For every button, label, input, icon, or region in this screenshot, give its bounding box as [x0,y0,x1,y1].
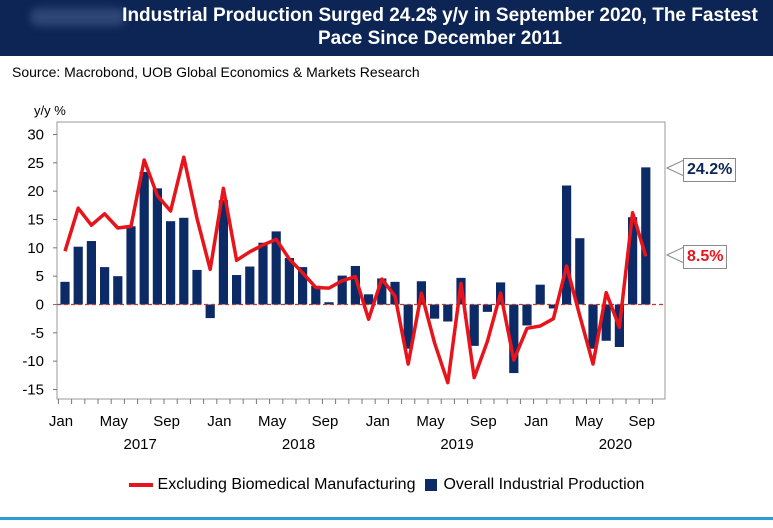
y-axis-label: y/y % [34,103,66,118]
legend-line-swatch [128,483,153,487]
legend-bar-swatch [425,479,438,491]
bar-overall [535,284,545,305]
x-tick-label: Jan [366,413,390,430]
bar-overall [284,258,294,305]
x-axis: Jan May Sep Jan May Sep Jan May Sep Jan May Sep 2017… [49,399,655,453]
x-tick-label: Sep [628,413,655,430]
bar-overall [548,304,558,309]
callout-overall-value: 24.2% [683,158,737,182]
bar-overall [205,304,215,319]
callout-excluding-value: 8.5% [683,245,728,269]
y-tick-label: 30 [27,127,44,144]
x-tick-label: May [575,413,604,430]
y-tick-label: 5 [36,268,44,285]
x-year-label: 2018 [282,436,315,453]
bar-overall [377,278,387,305]
x-tick-label: Sep [153,413,180,430]
x-tick-label: Jan [49,413,73,430]
x-year-label: 2019 [440,436,473,453]
x-tick-label: May [100,413,129,430]
bar-overall [601,304,611,341]
callout-pointer-excluding [665,246,685,264]
source-note: Source: Macrobond, UOB Global Economics … [12,64,420,80]
bar-overall [443,304,453,322]
line-series-excluding-biomedical [63,155,648,385]
bar-overall [139,171,149,305]
y-tick-label: 15 [27,212,44,229]
bar-overall [350,265,360,305]
y-tick-label: -15 [22,382,44,399]
x-tick-label: Sep [312,413,339,430]
bottom-accent-rule [0,517,773,520]
chart-title: Industrial Production Surged 24.2$ y/y i… [122,5,758,49]
x-tick-label: Jan [524,413,548,430]
bar-overall [324,302,334,305]
x-tick-label: Jan [207,413,231,430]
bar-overall [522,304,532,326]
bar-overall [86,241,96,305]
bar-overall [232,275,242,305]
legend-label-overall: Overall Industrial Production [443,476,645,493]
bar-overall [482,304,492,312]
y-tick-label: 10 [27,240,44,257]
x-tick-label: May [258,413,287,430]
bar-overall [430,304,440,319]
legend-item-excluding: Excluding Biomedical Manufacturing [128,476,416,494]
x-tick-label: May [416,413,445,430]
bar-overall [469,304,479,346]
bar-series-overall [60,167,651,374]
bar-overall [245,266,255,305]
bar-overall [403,304,413,349]
y-tick-label: 0 [36,297,44,314]
bar-overall [271,231,281,305]
redacted-logo [30,8,126,26]
bar-overall [152,188,162,305]
y-tick-label: 25 [27,155,44,172]
x-year-label: 2020 [599,436,632,453]
bar-overall [192,269,202,305]
bar-overall [628,217,638,305]
bar-overall [218,200,228,305]
bar-overall [509,304,519,374]
y-tick-label: -5 [31,325,44,342]
legend: Excluding Biomedical Manufacturing Overa… [0,474,773,496]
bar-overall [575,238,585,305]
bar-overall [337,275,347,305]
bar-overall [641,167,651,305]
bar-overall [60,281,70,305]
bar-overall [311,285,321,305]
y-tick-label: -10 [22,353,44,370]
x-year-label: 2017 [124,436,157,453]
x-tick-label: Sep [470,413,497,430]
legend-item-overall: Overall Industrial Production [419,476,644,494]
bar-overall [562,185,572,305]
y-tick-label: 20 [27,183,44,200]
callout-pointer-overall [665,159,685,177]
bar-overall [179,217,189,305]
bar-overall [100,267,110,305]
bar-overall [126,226,136,305]
plot-area [56,121,666,400]
bar-overall [298,267,308,305]
bar-overall [364,294,374,305]
bar-overall [166,221,176,305]
y-axis: 30 25 20 15 10 5 0 -5 -10 -15 [22,127,57,399]
legend-label-excluding: Excluding Biomedical Manufacturing [157,476,416,493]
bar-overall [588,304,598,349]
bar-overall [258,242,268,305]
callout-arrows [665,159,685,264]
bar-overall [113,276,123,305]
title-banner: Industrial Production Surged 24.2$ y/y i… [0,0,773,56]
bar-overall [73,246,83,305]
